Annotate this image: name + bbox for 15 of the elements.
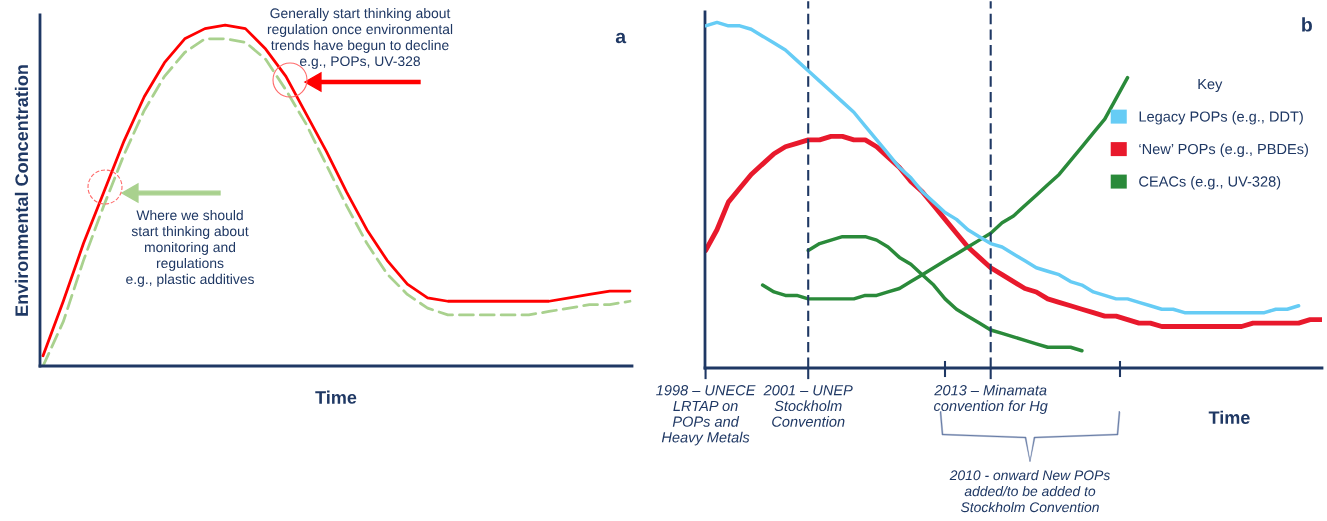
x-tick-label: 2013 – Minamata convention for Hg [934, 384, 1048, 414]
x-tick-label: 1998 – UNECE LRTAP on POPs and Heavy Metals [656, 385, 756, 446]
annotation: Generally start thinking about regulation once environmental trends have begun to decline e.g., POPs, UV-328 [267, 8, 453, 69]
text: 2010 - onward New POPs added/to be added to Stockholm Convention [949, 470, 1110, 513]
legend-label: Legacy POPs (e.g., DDT) [1139, 111, 1303, 125]
chart-title: b [1302, 17, 1312, 32]
legend-label: ‘New’ POPs (e.g., PBDEs) [1139, 143, 1308, 158]
legend-title: Key [1198, 79, 1223, 93]
chart-title: a [615, 32, 627, 44]
y-axis-title: Environmental Concentration [14, 65, 29, 316]
x-tick-label: 2001 – UNEP Stockholm Convention [763, 385, 853, 427]
legend-label: CEACs (e.g., UV-328) [1139, 175, 1281, 190]
x-axis-title: Time [1208, 410, 1250, 424]
x-axis-title: Time [315, 390, 357, 404]
annotation: Where we should start thinking about monitoring and regulations e.g., plastic additives [126, 210, 254, 287]
